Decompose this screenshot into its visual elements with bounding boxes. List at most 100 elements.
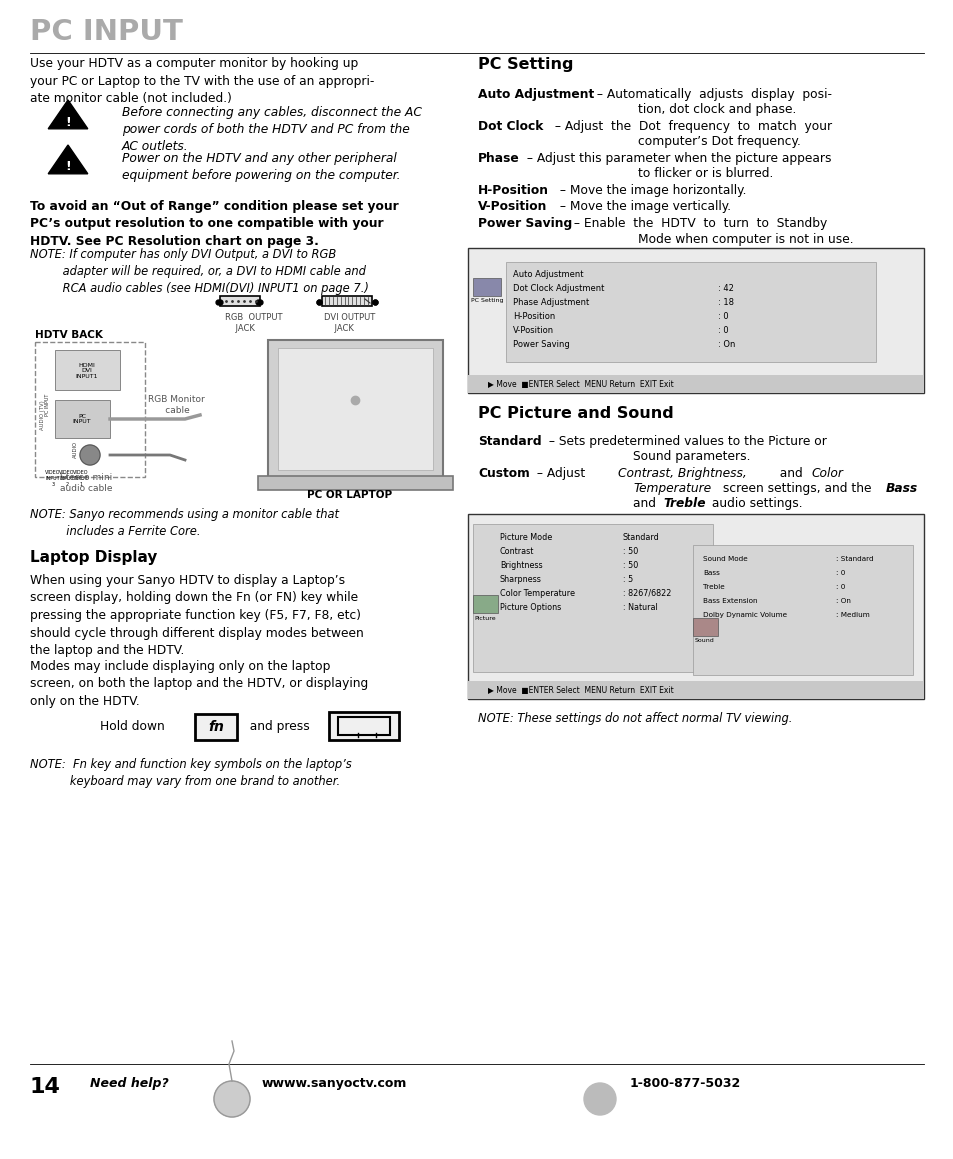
FancyBboxPatch shape [35,342,145,478]
Text: Picture Options: Picture Options [499,603,560,612]
Text: : 8267/6822: : 8267/6822 [622,589,671,598]
Text: V-Position: V-Position [477,201,547,213]
Text: Picture Mode: Picture Mode [499,533,552,542]
FancyBboxPatch shape [55,400,110,438]
FancyBboxPatch shape [337,717,390,735]
Text: Bass Extension: Bass Extension [702,598,757,604]
Text: RGB  OUTPUT
    JACK: RGB OUTPUT JACK [225,313,282,333]
Text: to flicker or is blurred.: to flicker or is blurred. [638,167,773,180]
Text: : 50: : 50 [622,547,638,556]
Text: PC OR LAPTOP: PC OR LAPTOP [307,490,392,500]
Text: – Adjust this parameter when the picture appears: – Adjust this parameter when the picture… [522,152,831,165]
Text: Mode when computer is not in use.: Mode when computer is not in use. [638,233,853,246]
Text: Use your HDTV as a computer monitor by hooking up
your PC or Laptop to the TV wi: Use your HDTV as a computer monitor by h… [30,57,374,105]
FancyBboxPatch shape [468,248,923,393]
Text: H-Position: H-Position [513,312,555,321]
Text: – Automatically  adjusts  display  posi-: – Automatically adjusts display posi- [593,88,831,101]
Text: !: ! [65,160,71,174]
FancyBboxPatch shape [473,278,500,296]
Text: : 50: : 50 [622,561,638,570]
Text: Phase: Phase [477,152,519,165]
Text: PC Picture and Sound: PC Picture and Sound [477,406,673,421]
Text: Power Saving: Power Saving [513,340,569,349]
Text: – Move the image horizontally.: – Move the image horizontally. [556,184,745,197]
Text: – Sets predetermined values to the Picture or: – Sets predetermined values to the Pictu… [544,435,826,449]
Text: VIDEO
INPUT
3: VIDEO INPUT 3 [45,471,61,487]
Text: Standard: Standard [622,533,659,542]
Text: : 0: : 0 [835,570,844,576]
Text: PC Setting: PC Setting [470,298,503,302]
Text: NOTE: These settings do not affect normal TV viewing.: NOTE: These settings do not affect norma… [477,712,792,726]
Text: Temperature: Temperature [633,482,710,495]
FancyBboxPatch shape [468,513,923,699]
Text: screen settings, and the: screen settings, and the [719,482,875,495]
Text: Brightness: Brightness [499,561,542,570]
Text: V-Position: V-Position [513,326,554,335]
FancyBboxPatch shape [194,714,236,739]
Text: : 42: : 42 [718,284,733,293]
FancyBboxPatch shape [468,681,923,699]
Text: – Adjust  the  Dot  frequency  to  match  your: – Adjust the Dot frequency to match your [551,121,831,133]
Text: NOTE: If computer has only DVI Output, a DVI to RGB
         adapter will be req: NOTE: If computer has only DVI Output, a… [30,248,369,296]
Text: ▶ Move  ■ENTER Select  MENU Return  EXIT Exit: ▶ Move ■ENTER Select MENU Return EXIT Ex… [488,379,673,388]
Text: When using your Sanyo HDTV to display a Laptop’s
screen display, holding down th: When using your Sanyo HDTV to display a … [30,574,363,657]
Text: NOTE:  Fn key and function key symbols on the laptop’s
           keyboard may v: NOTE: Fn key and function key symbols on… [30,758,352,788]
FancyBboxPatch shape [692,618,718,636]
Text: : On: : On [718,340,735,349]
Text: Contrast, Brightness,: Contrast, Brightness, [618,467,746,480]
FancyBboxPatch shape [692,545,912,675]
Text: and: and [771,467,810,480]
Text: Sharpness: Sharpness [499,575,541,584]
Text: Treble: Treble [662,497,705,510]
Text: : Natural: : Natural [622,603,657,612]
FancyBboxPatch shape [473,524,712,672]
Text: Laptop Display: Laptop Display [30,551,157,564]
Polygon shape [49,100,88,129]
Text: VIDEO
INPUT
1: VIDEO INPUT 1 [73,471,89,487]
Text: Dot Clock Adjustment: Dot Clock Adjustment [513,284,604,293]
Text: Before connecting any cables, disconnect the AC
power cords of both the HDTV and: Before connecting any cables, disconnect… [122,105,421,153]
Text: fn: fn [208,720,224,734]
Text: – Move the image vertically.: – Move the image vertically. [556,201,730,213]
Text: HDTV BACK: HDTV BACK [35,330,103,340]
Text: PC Setting: PC Setting [477,57,573,72]
Text: Sound: Sound [695,637,714,643]
Text: NOTE: Sanyo recommends using a monitor cable that
          includes a Ferrite C: NOTE: Sanyo recommends using a monitor c… [30,508,338,538]
Text: computer’s Dot frequency.: computer’s Dot frequency. [638,134,800,148]
Polygon shape [49,145,88,174]
Text: – Adjust: – Adjust [533,467,593,480]
FancyBboxPatch shape [220,296,260,306]
Text: : 0: : 0 [718,312,728,321]
Text: Picture: Picture [474,615,496,621]
Text: : 5: : 5 [622,575,633,584]
FancyBboxPatch shape [505,262,875,362]
Text: Stereo mini
audio cable: Stereo mini audio cable [60,473,112,493]
Text: Color: Color [810,467,842,480]
Text: : Standard: : Standard [835,556,873,562]
Text: H-Position: H-Position [477,184,548,197]
Text: ▶ Move  ■ENTER Select  MENU Return  EXIT Exit: ▶ Move ■ENTER Select MENU Return EXIT Ex… [488,685,673,694]
Text: Need help?: Need help? [90,1077,169,1089]
Text: : 0: : 0 [718,326,728,335]
Text: Power on the HDTV and any other peripheral
equipment before powering on the comp: Power on the HDTV and any other peripher… [122,152,400,182]
Text: PC INPUT: PC INPUT [46,394,51,416]
Text: Auto Adjustment: Auto Adjustment [513,270,583,279]
Text: To avoid an “Out of Range” condition please set your
PC’s output resolution to o: To avoid an “Out of Range” condition ple… [30,201,398,248]
Text: HDMI
DVI
INPUT1: HDMI DVI INPUT1 [75,363,98,379]
FancyBboxPatch shape [473,595,497,613]
Text: : On: : On [835,598,850,604]
Text: AUDIO (TV): AUDIO (TV) [40,400,46,430]
FancyBboxPatch shape [329,712,398,739]
Text: : 0: : 0 [835,584,844,590]
Circle shape [80,445,100,465]
Text: Hold down: Hold down [100,720,165,732]
Text: Standard: Standard [477,435,541,449]
Text: VIDEO
INPUT
2: VIDEO INPUT 2 [59,471,74,487]
Text: !: ! [65,116,71,129]
Text: Modes may include displaying only on the laptop
screen, on both the laptop and t: Modes may include displaying only on the… [30,659,368,708]
FancyBboxPatch shape [55,350,120,389]
Text: Sound parameters.: Sound parameters. [633,450,750,462]
Text: PC INPUT: PC INPUT [30,19,183,46]
Text: – Enable  the  HDTV  to  turn  to  Standby: – Enable the HDTV to turn to Standby [569,217,826,229]
Text: AUDIO: AUDIO [72,442,77,459]
